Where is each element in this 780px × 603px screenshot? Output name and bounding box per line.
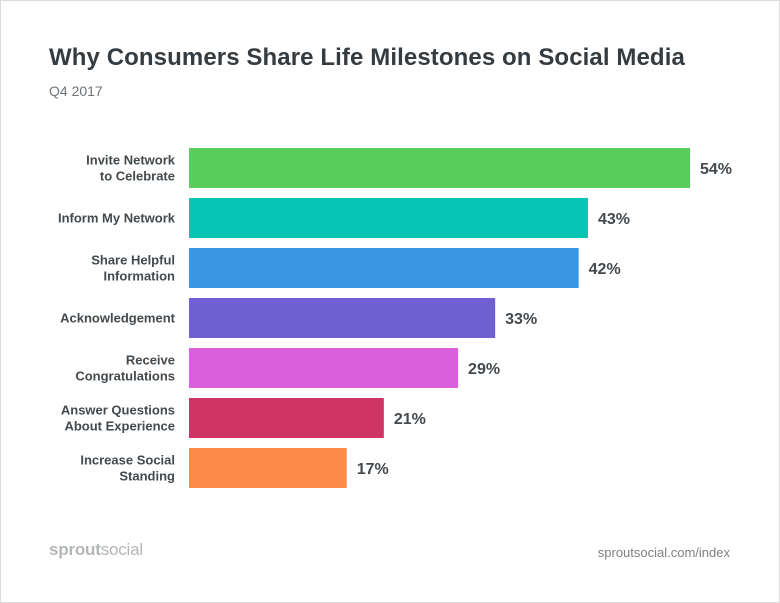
bar-6 <box>189 398 384 438</box>
category-label-line: to Celebrate <box>100 169 175 184</box>
value-label-4: 33% <box>505 311 537 328</box>
category-label-line: Receive <box>126 353 175 368</box>
chart-subtitle: Q4 2017 <box>49 83 103 99</box>
category-label-1: Invite Network to Celebrate <box>86 153 176 184</box>
category-label-line: Invite Network <box>86 153 176 168</box>
bar-7 <box>189 448 347 488</box>
category-label-line: Answer Questions <box>61 403 175 418</box>
value-label-7: 17% <box>357 461 389 478</box>
category-label-6: Answer Questions About Experience <box>61 403 175 434</box>
bar-3 <box>189 248 579 288</box>
value-label-6: 21% <box>394 411 426 428</box>
category-label-line: Acknowledgement <box>60 311 176 326</box>
category-label-line: Increase Social <box>80 453 175 468</box>
chart-title: Why Consumers Share Life Milestones on S… <box>49 44 685 71</box>
category-label-3: Share Helpful Information <box>91 253 175 284</box>
category-label-line: Information <box>104 269 176 284</box>
category-label-line: Share Helpful <box>91 253 175 268</box>
value-label-1: 54% <box>700 161 732 178</box>
value-label-3: 42% <box>589 261 621 278</box>
bar-2 <box>189 198 588 238</box>
source-link[interactable]: sproutsocial.com/index <box>597 545 730 560</box>
bar-4 <box>189 298 496 338</box>
category-label-line: Congratulations <box>75 369 175 384</box>
brand-logo-bold: sprout <box>49 540 101 559</box>
brand-logo: sproutsocial <box>49 540 143 560</box>
category-label-2: Inform My Network <box>58 211 176 226</box>
category-label-line: About Experience <box>64 419 175 434</box>
bar-5 <box>189 348 459 388</box>
value-label-5: 29% <box>468 361 500 378</box>
category-label-5: Receive Congratulations <box>75 353 175 384</box>
category-label-line: Standing <box>119 469 175 484</box>
value-label-2: 43% <box>598 211 630 228</box>
category-label-4: Acknowledgement <box>60 311 176 326</box>
category-label-line: Inform My Network <box>58 211 176 226</box>
brand-logo-light: social <box>100 540 143 559</box>
bar-1 <box>189 148 690 188</box>
category-label-7: Increase Social Standing <box>80 453 175 484</box>
